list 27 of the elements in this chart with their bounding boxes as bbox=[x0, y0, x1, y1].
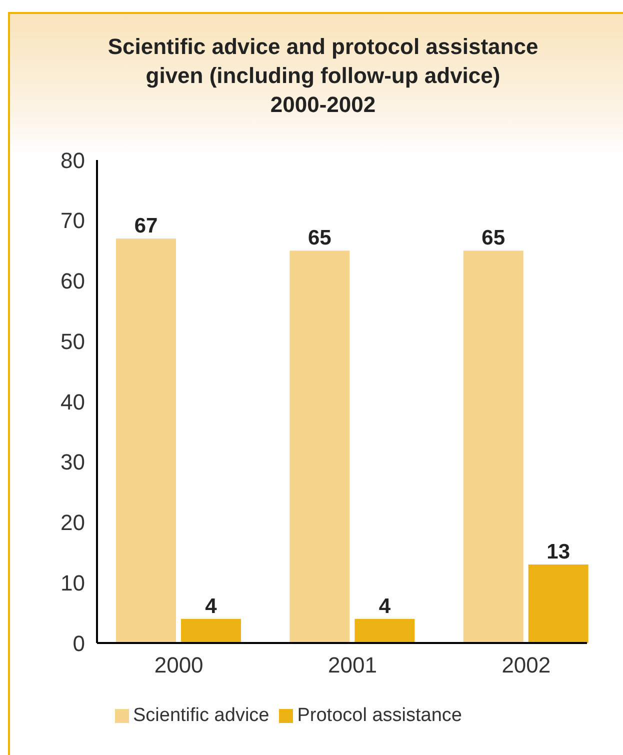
x-tick-label: 2001 bbox=[328, 652, 377, 678]
y-tick-label: 0 bbox=[72, 630, 85, 656]
y-tick-label: 20 bbox=[60, 510, 85, 536]
bar bbox=[528, 564, 588, 643]
y-tick-label: 40 bbox=[60, 389, 85, 414]
legend-label: Protocol assistance bbox=[297, 705, 462, 726]
data-label: 4 bbox=[205, 594, 218, 618]
data-label: 65 bbox=[308, 226, 332, 250]
y-tick-label: 80 bbox=[60, 148, 85, 173]
y-tick-label: 70 bbox=[60, 208, 85, 234]
bar bbox=[290, 250, 350, 643]
y-tick-label: 10 bbox=[60, 570, 85, 596]
x-tick-label: 2002 bbox=[502, 652, 551, 678]
data-label: 4 bbox=[378, 594, 391, 618]
data-label: 65 bbox=[482, 226, 506, 250]
y-tick-label: 30 bbox=[60, 450, 85, 475]
data-label: 67 bbox=[134, 214, 158, 238]
y-tick-label: 60 bbox=[60, 268, 85, 294]
chart-title: Scientific advice and protocol assistance given (including follow-up advice) 2000-2002 bbox=[106, 33, 540, 119]
y-tick-label: 50 bbox=[60, 328, 85, 354]
x-tick-label: 2000 bbox=[154, 652, 204, 678]
bar bbox=[354, 618, 415, 643]
data-label: 13 bbox=[546, 540, 570, 564]
bar bbox=[463, 250, 524, 643]
legend-label: Scientific advice bbox=[133, 705, 270, 726]
bar bbox=[116, 238, 176, 643]
bar bbox=[181, 618, 241, 643]
